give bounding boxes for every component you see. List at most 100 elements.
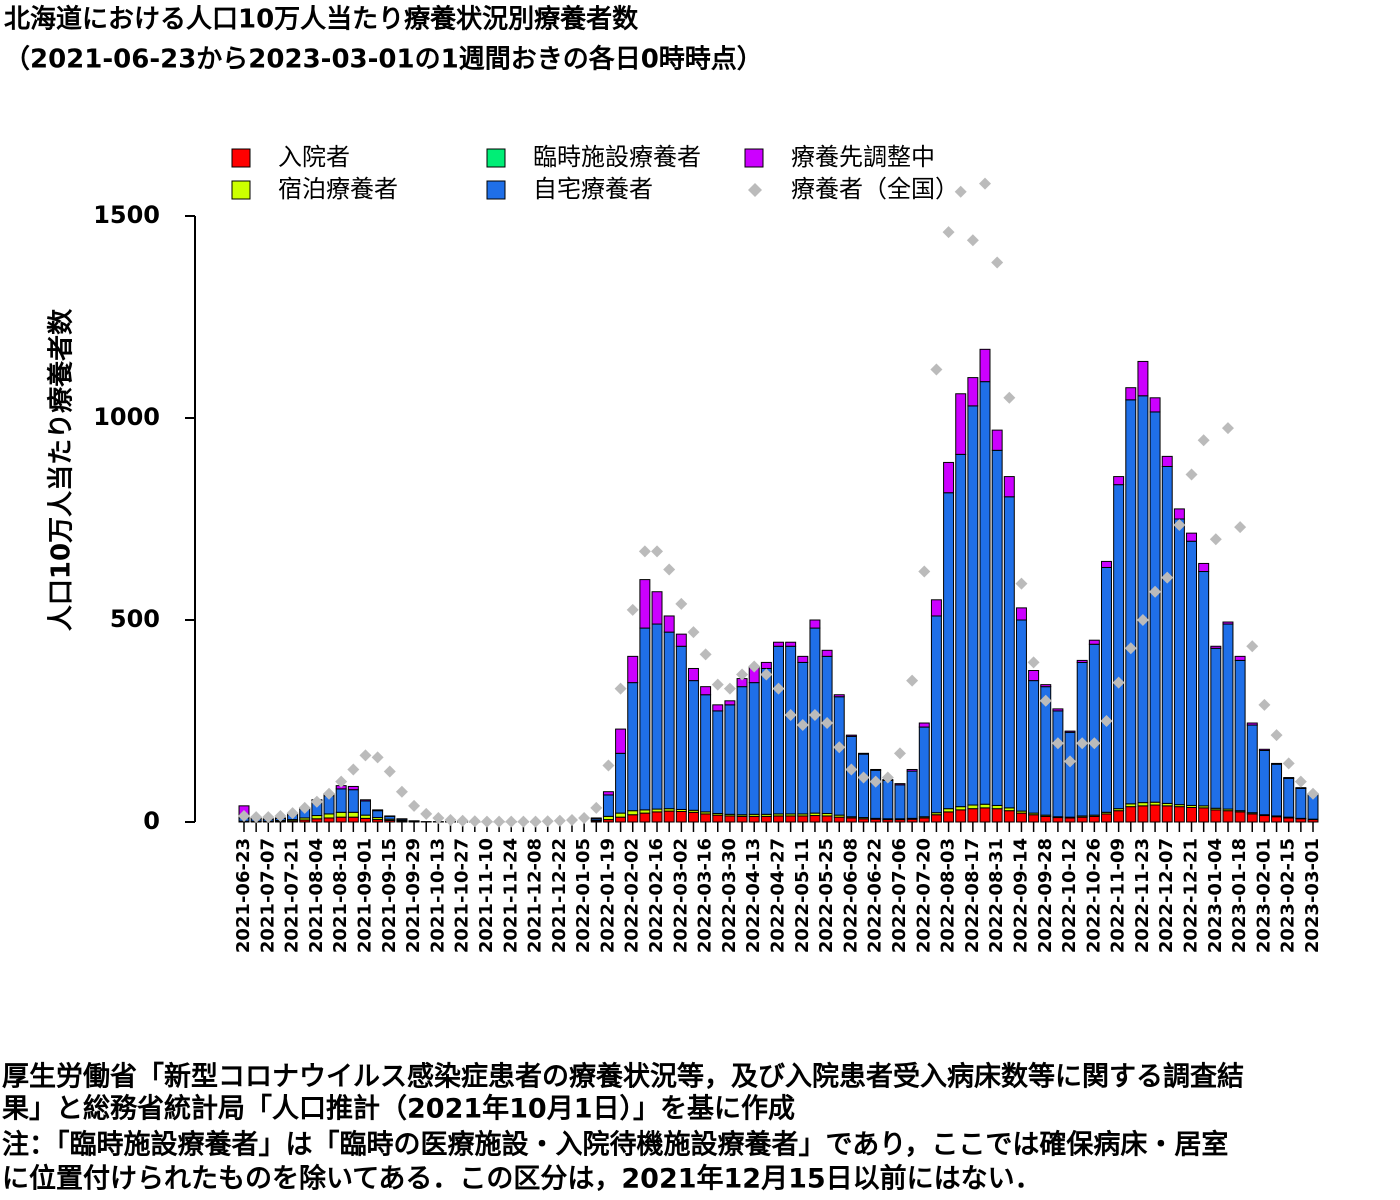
point bbox=[784, 708, 797, 721]
bar-segment bbox=[894, 783, 906, 786]
x-tick-label: 2022-12-07 bbox=[1156, 838, 1177, 953]
bar-segment bbox=[943, 811, 955, 823]
bar-segment bbox=[1222, 621, 1234, 625]
bar-segment bbox=[372, 809, 384, 812]
x-tick-label: 2022-05-11 bbox=[792, 838, 813, 953]
bar-segment bbox=[323, 817, 335, 823]
x-tick-label: 2022-09-14 bbox=[1010, 838, 1031, 953]
bar-segment bbox=[930, 599, 942, 617]
x-tick-label: 2021-11-10 bbox=[476, 838, 497, 953]
bar-segment bbox=[651, 591, 663, 625]
legend-marker bbox=[231, 180, 251, 200]
bar-segment bbox=[700, 694, 712, 813]
legend-label: 入院者 bbox=[278, 143, 350, 171]
bar-segment bbox=[1271, 762, 1283, 765]
x-tick-label: 2022-08-31 bbox=[986, 838, 1007, 953]
x-tick-label: 2023-01-18 bbox=[1229, 838, 1250, 953]
bar-segment bbox=[1149, 411, 1161, 803]
bar-segment bbox=[1064, 731, 1076, 818]
x-tick-label: 2022-02-16 bbox=[646, 838, 667, 953]
legend-label: 宿泊療養者 bbox=[278, 175, 398, 203]
bar-segment bbox=[1076, 816, 1088, 823]
bar-segment bbox=[1271, 763, 1283, 817]
point bbox=[602, 759, 615, 772]
point bbox=[1209, 533, 1222, 546]
bar-segment bbox=[651, 623, 663, 810]
point bbox=[310, 795, 323, 808]
point bbox=[760, 668, 773, 681]
legend-marker bbox=[486, 148, 506, 168]
x-tick-label: 2022-02-02 bbox=[622, 838, 643, 953]
bar-segment bbox=[651, 811, 663, 823]
bar-segment bbox=[991, 808, 1003, 823]
bar-segment bbox=[1028, 670, 1040, 682]
x-tick-label: 2022-06-08 bbox=[840, 838, 861, 953]
x-tick-label: 2022-04-27 bbox=[768, 838, 789, 953]
point bbox=[395, 785, 408, 798]
x-tick-label: 2021-08-04 bbox=[306, 838, 327, 953]
bar-segment bbox=[724, 704, 736, 815]
point bbox=[371, 751, 384, 764]
x-tick-label: 2022-06-22 bbox=[865, 838, 886, 953]
bar-segment bbox=[1076, 659, 1088, 663]
bar-segment bbox=[639, 579, 651, 629]
bar-segment bbox=[882, 779, 894, 820]
source-note: 果」と総務省統計局「人口推計（2021年10月1日）」を基に作成 bbox=[2, 1093, 795, 1125]
point bbox=[869, 775, 882, 788]
point bbox=[1173, 519, 1186, 532]
bar-segment bbox=[1015, 607, 1027, 621]
bar-segment bbox=[991, 449, 1003, 806]
point bbox=[1015, 577, 1028, 590]
bar-segment bbox=[955, 393, 967, 455]
bar-segment bbox=[1295, 787, 1307, 819]
legend-marker bbox=[486, 180, 506, 200]
point bbox=[517, 815, 530, 828]
bar-segment bbox=[797, 655, 809, 663]
bar-segment bbox=[1246, 722, 1258, 726]
x-tick-label: 2022-09-28 bbox=[1035, 838, 1056, 953]
point bbox=[991, 256, 1004, 269]
y-tick-label: 0 bbox=[143, 807, 160, 835]
bar-segment bbox=[809, 619, 821, 629]
point bbox=[1112, 676, 1125, 689]
point bbox=[262, 811, 275, 824]
point bbox=[1003, 391, 1016, 404]
bar-segment bbox=[712, 814, 724, 823]
point bbox=[687, 626, 700, 639]
x-tick-label: 2023-01-04 bbox=[1205, 838, 1226, 953]
bar-segment bbox=[1161, 455, 1173, 467]
bar-segment bbox=[870, 768, 882, 771]
bar-segment bbox=[1186, 532, 1198, 542]
bar-segment bbox=[1113, 484, 1125, 810]
x-tick-label: 2022-03-16 bbox=[695, 838, 716, 953]
x-tick-label: 2021-06-23 bbox=[233, 838, 254, 953]
bar-segment bbox=[627, 682, 639, 812]
bar-segment bbox=[1234, 811, 1246, 823]
bar-segment bbox=[821, 649, 833, 657]
bar-segment bbox=[1101, 813, 1112, 823]
chart-title: 北海道における人口10万人当たり療養状況別療養者数 bbox=[4, 4, 639, 35]
bar-segment bbox=[1028, 814, 1040, 823]
bar-segment bbox=[918, 722, 930, 728]
point bbox=[918, 565, 931, 578]
bar-segment bbox=[1198, 571, 1210, 807]
point bbox=[408, 799, 421, 812]
bar-segment bbox=[785, 815, 797, 823]
point bbox=[1307, 787, 1319, 800]
point bbox=[565, 813, 578, 826]
bar-segment bbox=[1283, 777, 1295, 818]
x-tick-label: 2021-09-15 bbox=[379, 838, 400, 953]
bar-segment bbox=[1186, 540, 1198, 806]
point bbox=[614, 682, 627, 695]
bar-segment bbox=[335, 811, 347, 818]
x-tick-label: 2022-03-02 bbox=[670, 838, 691, 953]
bar-segment bbox=[687, 667, 699, 682]
bar-segment bbox=[833, 816, 845, 823]
bar-segment bbox=[967, 377, 979, 407]
bar-segment bbox=[1149, 804, 1161, 823]
bar-segment bbox=[627, 814, 639, 823]
bar-segment bbox=[1210, 809, 1222, 823]
point bbox=[1051, 737, 1064, 750]
bar-segment bbox=[967, 405, 979, 806]
